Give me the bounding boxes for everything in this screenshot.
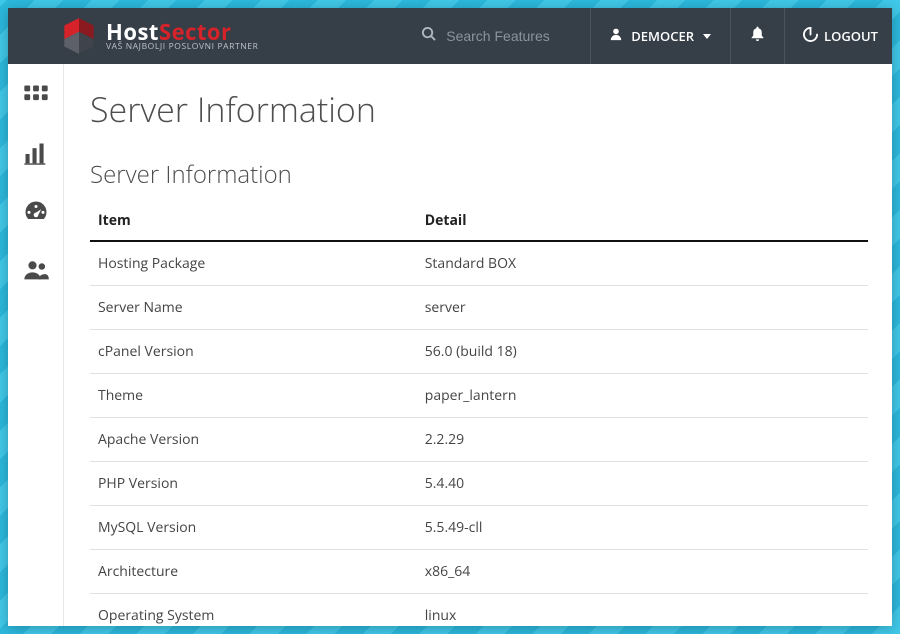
content: Server Information Server Information It… xyxy=(64,64,892,626)
search-input[interactable] xyxy=(446,28,566,44)
cell-detail: 2.2.29 xyxy=(417,418,868,462)
table-row: cPanel Version56.0 (build 18) xyxy=(90,330,868,374)
col-item: Item xyxy=(90,201,417,241)
sidebar-item-stats[interactable] xyxy=(22,140,50,168)
cell-item: Architecture xyxy=(90,550,417,594)
cell-item: PHP Version xyxy=(90,462,417,506)
cell-detail: Standard BOX xyxy=(417,241,868,286)
table-header-row: Item Detail xyxy=(90,201,868,241)
cell-item: Theme xyxy=(90,374,417,418)
body: Server Information Server Information It… xyxy=(8,64,892,626)
sidebar-item-users[interactable] xyxy=(22,256,50,284)
user-label: DEMOCER xyxy=(631,27,694,45)
logo-text: HostSector VAŠ NAJBOLJI POSLOVNI PARTNER xyxy=(106,21,258,52)
cell-detail: linux xyxy=(417,594,868,627)
app-window: HostSector VAŠ NAJBOLJI POSLOVNI PARTNER… xyxy=(8,8,892,626)
logo-tagline: VAŠ NAJBOLJI POSLOVNI PARTNER xyxy=(106,43,258,52)
cell-detail: 5.5.49-cll xyxy=(417,506,868,550)
sidebar xyxy=(8,64,64,626)
table-row: Server Nameserver xyxy=(90,286,868,330)
table-row: PHP Version5.4.40 xyxy=(90,462,868,506)
user-menu[interactable]: DEMOCER xyxy=(590,8,730,64)
cell-item: MySQL Version xyxy=(90,506,417,550)
logo-mark-icon xyxy=(58,15,100,57)
cell-detail: x86_64 xyxy=(417,550,868,594)
logout-label: LOGOUT xyxy=(824,27,878,45)
cell-item: Server Name xyxy=(90,286,417,330)
search-icon xyxy=(421,26,436,46)
table-row: Operating Systemlinux xyxy=(90,594,868,627)
table-row: Hosting PackageStandard BOX xyxy=(90,241,868,286)
table-row: Apache Version2.2.29 xyxy=(90,418,868,462)
cell-detail: server xyxy=(417,286,868,330)
logo[interactable]: HostSector VAŠ NAJBOLJI POSLOVNI PARTNER xyxy=(8,15,258,57)
cell-item: Hosting Package xyxy=(90,241,417,286)
cell-detail: 5.4.40 xyxy=(417,462,868,506)
topbar: HostSector VAŠ NAJBOLJI POSLOVNI PARTNER… xyxy=(8,8,892,64)
cell-detail: 56.0 (build 18) xyxy=(417,330,868,374)
cell-item: Apache Version xyxy=(90,418,417,462)
sidebar-item-dashboard[interactable] xyxy=(22,198,50,226)
table-row: Themepaper_lantern xyxy=(90,374,868,418)
logout-button[interactable]: LOGOUT xyxy=(784,8,878,64)
section-title: Server Information xyxy=(90,158,868,191)
sidebar-item-apps[interactable] xyxy=(22,82,50,110)
caret-down-icon xyxy=(702,27,712,45)
bell-icon xyxy=(749,25,766,47)
cell-item: cPanel Version xyxy=(90,330,417,374)
cell-item: Operating System xyxy=(90,594,417,627)
server-info-table: Item Detail Hosting PackageStandard BOXS… xyxy=(90,201,868,626)
notifications-button[interactable] xyxy=(730,8,784,64)
table-row: MySQL Version5.5.49-cll xyxy=(90,506,868,550)
page-title: Server Information xyxy=(90,86,868,132)
search-wrap[interactable] xyxy=(421,26,590,46)
logout-icon xyxy=(803,27,818,46)
user-icon xyxy=(609,27,623,45)
col-detail: Detail xyxy=(417,201,868,241)
table-row: Architecturex86_64 xyxy=(90,550,868,594)
cell-detail: paper_lantern xyxy=(417,374,868,418)
